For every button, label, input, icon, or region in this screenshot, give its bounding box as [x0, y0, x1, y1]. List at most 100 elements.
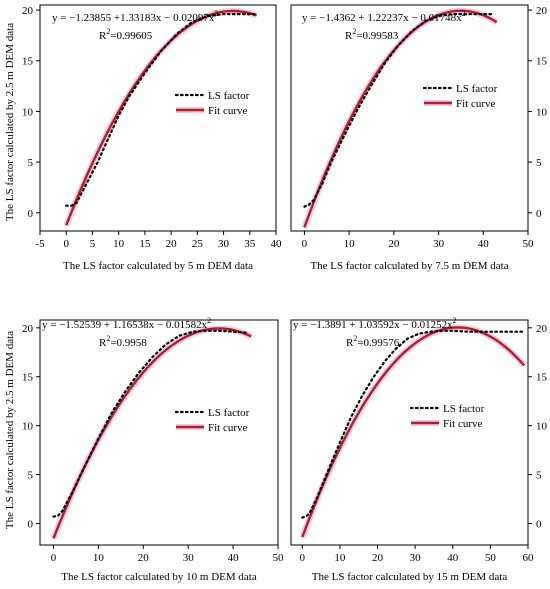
- chart-panel-4: 0 10 20 30 40 50 60 0 5 10 15 20 The LS factor calcu…: [290, 316, 548, 583]
- fit-equation: y = −1.4362 + 1.22237x − 0.01748x2: [302, 9, 466, 24]
- r-squared-value: =0.99605: [110, 30, 152, 42]
- x-tick-label: 30: [218, 238, 230, 250]
- y-tick-label: 20: [536, 323, 548, 335]
- series-ls-factor: [52, 329, 248, 518]
- x-tick-label: 35: [244, 238, 256, 250]
- x-tick-label: 0: [63, 238, 69, 250]
- fit-equation: y = −1.3891 + 1.03592x − 0.01252x2: [293, 316, 457, 331]
- y-tick-label: 10: [22, 106, 34, 118]
- x-tick-label: 30: [183, 552, 195, 564]
- equation-exponent: 2: [462, 9, 466, 18]
- y-tick-label: 15: [536, 372, 548, 384]
- r-squared-exponent: 2: [353, 334, 357, 343]
- y-tick-label: 0: [28, 208, 34, 220]
- series-ls-factor: [65, 13, 257, 207]
- y-tick-label: 20: [536, 5, 548, 17]
- x-tick-label: 50: [485, 552, 497, 564]
- equation-exponent: 2: [207, 316, 211, 325]
- x-tick-label: 10: [334, 552, 346, 564]
- r-squared-exponent: 2: [352, 27, 356, 36]
- chart-panel-2: 0 10 20 30 40 50 0 5 10 15 20 The LS factor calcula…: [290, 4, 548, 272]
- fit-curve-halo: [63, 8, 258, 227]
- legend: LS factor Fit curve: [422, 83, 498, 110]
- x-tick-label: 10: [93, 552, 105, 564]
- r-squared: R2=0.9958: [99, 334, 147, 349]
- y-tick-label: 10: [22, 421, 34, 433]
- legend-label-ls-factor: LS factor: [208, 407, 250, 419]
- x-axis-title: The LS factor calculated by 15 m DEM dat…: [312, 571, 508, 583]
- x-tick-label: 20: [372, 552, 384, 564]
- legend-label-fit-curve: Fit curve: [456, 98, 496, 110]
- x-tick-label: 60: [523, 552, 535, 564]
- x-tick-label: 30: [410, 552, 422, 564]
- y-tick-label: 10: [536, 106, 548, 118]
- x-tick-label: 40: [271, 238, 283, 250]
- chart-panel-3: 0 10 20 30 40 50 0 5 10 15 20 The LS factor calcula…: [22, 316, 284, 583]
- x-tick-label: 10: [344, 238, 356, 250]
- r-squared-value: =0.9958: [110, 337, 147, 349]
- y-tick-label: 20: [22, 5, 34, 17]
- x-tick-label: -5: [35, 238, 45, 250]
- r-squared-value: =0.99576: [357, 337, 399, 349]
- legend-label-ls-factor: LS factor: [456, 83, 498, 95]
- r-squared: R2=0.99583: [345, 27, 399, 42]
- x-axis-title: The LS factor calculated by 7.5 m DEM da…: [310, 260, 508, 272]
- series-fit-curve: [301, 326, 526, 538]
- x-tick-label: 10: [113, 238, 125, 250]
- plot-frame: [290, 319, 529, 546]
- equation-exponent: 2: [453, 316, 457, 325]
- x-tick-label: 50: [273, 552, 285, 564]
- x-tick-label: 0: [302, 238, 308, 250]
- y-tick-label: 20: [22, 323, 34, 335]
- x-tick-label: 40: [447, 552, 459, 564]
- y-tick-label: 5: [536, 157, 542, 169]
- y-tick-label: 10: [536, 421, 548, 433]
- x-tick-label: 40: [478, 238, 490, 250]
- series-ls-factor: [301, 329, 526, 519]
- y-tick-label: 5: [536, 470, 542, 482]
- x-tick-label: 50: [523, 238, 535, 250]
- legend: LS factor Fit curve: [174, 90, 250, 117]
- chart-panel-1: -5 0 5 10 15 20 25 30 35 40 0 5 10 15 20 The LS factor …: [22, 4, 283, 272]
- x-tick-label: 30: [433, 238, 445, 250]
- legend-label-fit-curve: Fit curve: [208, 105, 248, 117]
- y-tick-label: 15: [22, 372, 34, 384]
- r-squared-value: =0.99583: [356, 30, 398, 42]
- x-axis-title: The LS factor calculated by 5 m DEM data: [63, 260, 253, 272]
- x-tick-label: 15: [139, 238, 151, 250]
- r-squared-exponent: 2: [106, 334, 110, 343]
- y-tick-label: 0: [536, 518, 542, 530]
- x-tick-label: 20: [138, 552, 150, 564]
- legend-label-ls-factor: LS factor: [208, 90, 250, 102]
- equation-exponent: 2: [214, 9, 218, 18]
- x-tick-label: 0: [51, 552, 57, 564]
- plot-frame: [39, 319, 279, 546]
- x-tick-label: 5: [90, 238, 96, 250]
- legend: LS factor Fit curve: [174, 407, 250, 434]
- series-fit-curve: [65, 9, 257, 226]
- y-tick-label: 0: [28, 518, 34, 530]
- r-squared: R2=0.99576: [346, 334, 400, 349]
- x-tick-label: 20: [166, 238, 178, 250]
- legend-label-fit-curve: Fit curve: [208, 422, 248, 434]
- plot-frame: [290, 4, 529, 232]
- y-tick-label: 15: [536, 56, 548, 68]
- y-tick-label: 15: [22, 56, 34, 68]
- legend: LS factor Fit curve: [409, 403, 485, 430]
- y-tick-label: 5: [28, 157, 34, 169]
- shared-y-axis-label-bottom: The LS factor calculated by 2.5 m DEM da…: [4, 331, 16, 529]
- legend-label-ls-factor: LS factor: [443, 403, 485, 415]
- y-tick-label: 0: [536, 208, 542, 220]
- r-squared-exponent: 2: [106, 27, 110, 36]
- x-tick-label: 0: [300, 552, 306, 564]
- r-squared: R2=0.99605: [99, 27, 153, 42]
- x-axis-title: The LS factor calculated by 10 m DEM dat…: [61, 571, 257, 583]
- x-tick-label: 40: [228, 552, 240, 564]
- plot-frame: [39, 4, 277, 232]
- shared-y-axis-label-top: The LS factor calculated by 2.5 m DEM da…: [4, 23, 16, 221]
- x-tick-label: 20: [388, 238, 400, 250]
- fit-equation: y = −1.52539 + 1.16538x − 0.01582x2: [42, 316, 211, 331]
- fit-curve-halo: [299, 324, 527, 539]
- fit-equation: y = −1.23855 +1.33183x − 0.02097x2: [52, 9, 218, 24]
